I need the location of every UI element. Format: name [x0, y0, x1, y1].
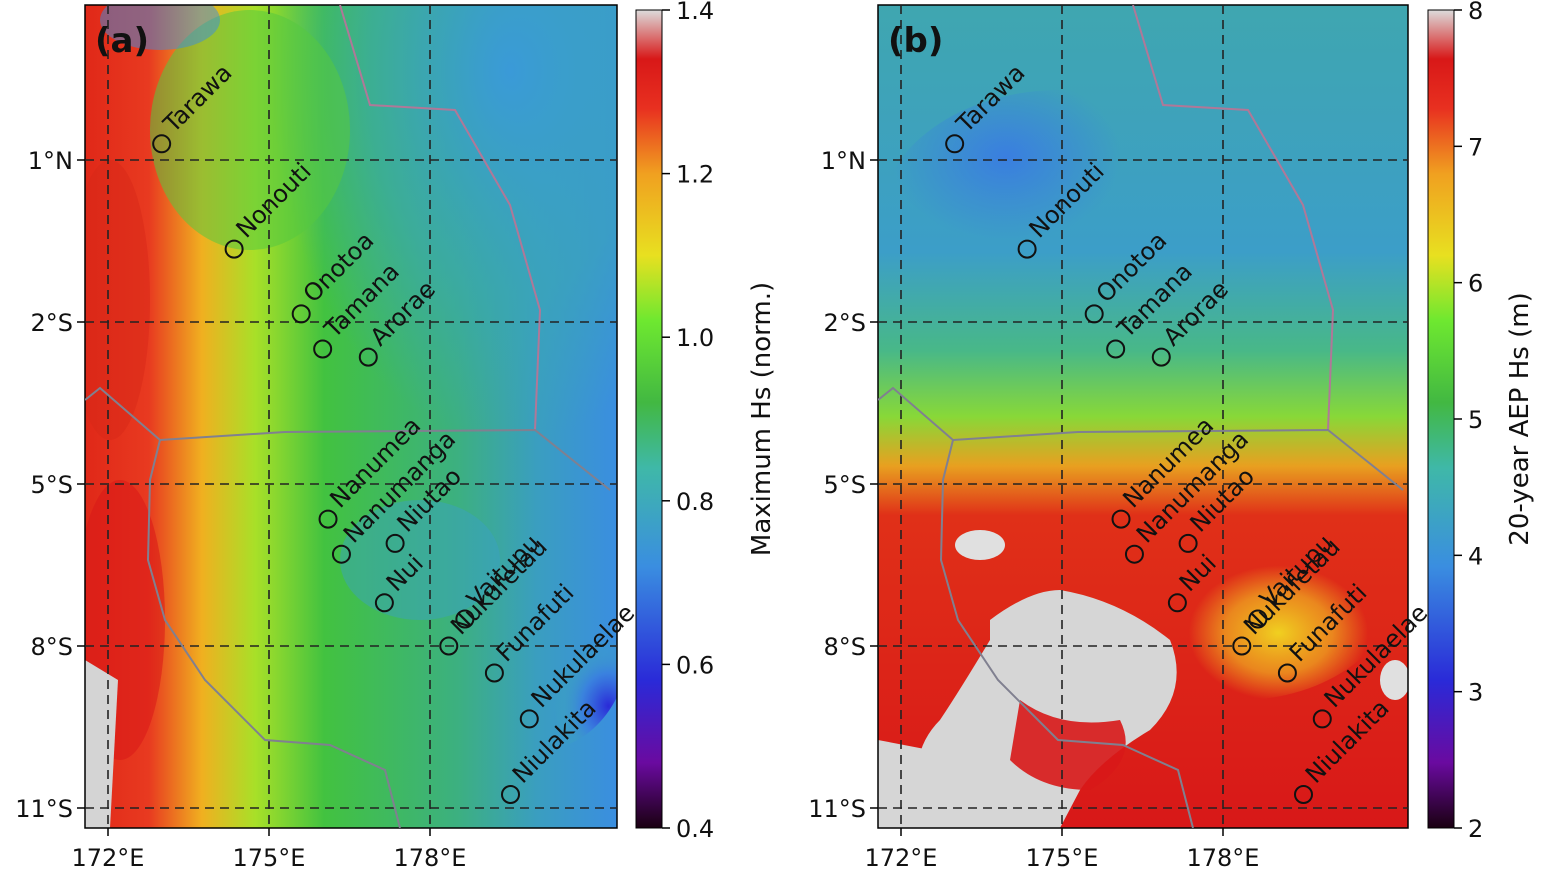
panel-a-y-ticks: 1°N 2°S 5°S 8°S 11°S: [15, 147, 85, 823]
panel-b-gridlines: [878, 5, 1408, 828]
y-tick-label: 2°S: [30, 309, 73, 337]
panel-a-colorbar-ticks: 0.4 0.6 0.8 1.0 1.2 1.4: [662, 0, 714, 843]
colorbar-tick-label: 1.4: [676, 0, 714, 25]
panel-a-field: [85, 5, 617, 828]
island-circle: [439, 636, 459, 656]
island-circle: [318, 509, 338, 529]
panel-a-x-ticks: 172°E 175°E 178°E: [72, 828, 467, 872]
island-circle: [331, 544, 351, 564]
colorbar-tick-label: 4: [1468, 542, 1483, 570]
panel-b-label: (b): [888, 21, 943, 61]
island-circle: [1232, 636, 1252, 656]
panel-a-eez-boundaries: [85, 5, 611, 828]
island-circle: [358, 347, 378, 367]
island-circle: [501, 785, 520, 804]
panel-b-colorbar-label: 20-year AEP Hs (m): [1505, 292, 1535, 545]
island-circle: [152, 134, 172, 154]
panel-a-colorbar: 0.4 0.6 0.8 1.0 1.2 1.4 Maximum Hs (norm.): [635, 0, 777, 843]
island-circle: [224, 239, 244, 259]
colorbar-tick-label: 1.0: [676, 324, 714, 352]
x-tick-label: 175°E: [1026, 844, 1099, 872]
colorbar-tick-label: 0.8: [676, 488, 714, 516]
panel-b-colorbar-ticks: 2 3 4 5 6 7 8: [1454, 0, 1483, 843]
colorbar-tick-label: 2: [1468, 815, 1483, 843]
colorbar-tick-label: 1.2: [676, 161, 714, 189]
panel-b-x-ticks: 172°E 175°E 178°E: [865, 828, 1260, 872]
x-tick-label: 172°E: [72, 844, 145, 872]
colorbar-tick-label: 0.6: [676, 651, 714, 679]
island-circle: [374, 593, 394, 613]
island-circle: [1106, 339, 1126, 359]
island-circle: [1167, 593, 1187, 613]
island-circle: [484, 663, 504, 683]
panel-a-colorbar-label: Maximum Hs (norm.): [747, 282, 777, 556]
x-tick-label: 178°E: [394, 844, 467, 872]
island-circle: [1178, 533, 1198, 553]
island-circle: [1124, 544, 1144, 564]
island-circle: [519, 709, 539, 729]
panel-a-gridlines: [85, 5, 617, 828]
x-tick-label: 172°E: [865, 844, 938, 872]
x-tick-label: 178°E: [1187, 844, 1260, 872]
island-circle: [1111, 509, 1131, 529]
island-circle: [385, 533, 405, 553]
island-circle: [291, 304, 311, 324]
panel-b-field: [878, 5, 1408, 828]
island-circle: [1312, 709, 1332, 729]
y-tick-label: 1°N: [28, 147, 73, 175]
island-circle: [1294, 785, 1313, 804]
island-circle: [1084, 304, 1104, 324]
panel-b: TarawaNonoutiOnotoaTamanaAroraeNanumeaNa…: [808, 0, 1535, 872]
colorbar-tick-label: 6: [1468, 270, 1483, 298]
colorbar-tick-label: 7: [1468, 133, 1483, 161]
island-circle: [313, 339, 333, 359]
panel-a-label: (a): [95, 21, 149, 61]
island-circle: [1151, 347, 1171, 367]
panel-b-eez-boundaries: [878, 5, 1404, 828]
island-circle: [945, 134, 965, 154]
island-circle: [455, 609, 475, 629]
y-tick-label: 11°S: [15, 795, 73, 823]
y-tick-label: 1°N: [821, 147, 866, 175]
colorbar-tick-label: 5: [1468, 406, 1483, 434]
colorbar-tick-label: 8: [1468, 0, 1483, 25]
colorbar-tick-label: 0.4: [676, 815, 714, 843]
island-circle: [1248, 609, 1268, 629]
y-tick-label: 8°S: [30, 633, 73, 661]
y-tick-label: 5°S: [30, 471, 73, 499]
x-tick-label: 175°E: [233, 844, 306, 872]
colorbar-tick-label: 3: [1468, 679, 1483, 707]
y-tick-label: 11°S: [808, 795, 866, 823]
panel-b-colorbar: 2 3 4 5 6 7 8 20-year AEP Hs (m): [1427, 0, 1535, 843]
y-tick-label: 2°S: [823, 309, 866, 337]
y-tick-label: 8°S: [823, 633, 866, 661]
panel-a: TarawaNonoutiOnotoaTamanaAroraeNanumeaNa…: [15, 0, 777, 872]
island-circle: [1017, 239, 1037, 259]
island-circle: [1277, 663, 1297, 683]
panel-b-y-ticks: 1°N 2°S 5°S 8°S 11°S: [808, 147, 878, 823]
y-tick-label: 5°S: [823, 471, 866, 499]
